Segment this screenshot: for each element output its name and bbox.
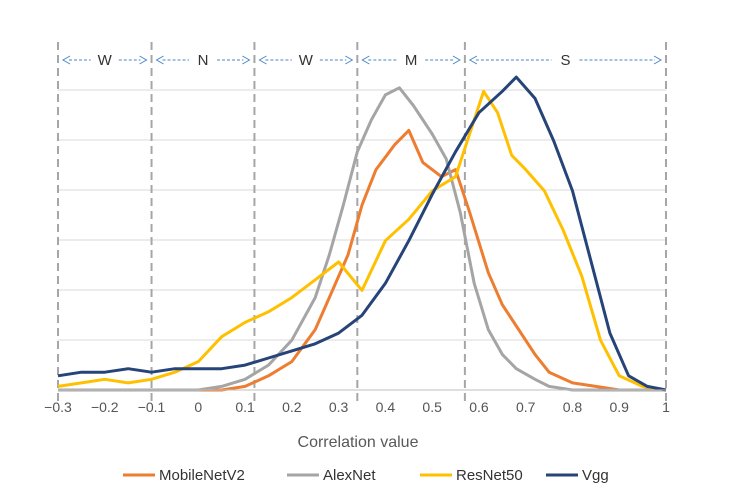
region-arrowhead-right [653,55,663,65]
legend-label: Vgg [582,467,609,484]
region-arrowhead-left [258,55,267,65]
x-tick-label: 0.9 [609,399,629,415]
region-marker: W [61,52,148,69]
region-marker: N [155,52,251,69]
region-arrowhead-right [242,55,251,65]
x-tick-label: 1 [662,399,670,415]
x-tick-label: 0.5 [422,399,442,415]
x-tick-label: 0.6 [469,399,489,415]
x-tick-label: −0.3 [44,399,72,415]
region-arrowhead-right [345,55,354,65]
region-label: N [198,52,209,69]
x-tick-label: 0 [194,399,202,415]
region-arrowhead-left [468,55,478,65]
region-arrowhead-right [452,55,461,65]
region-arrowhead-left [61,55,71,65]
region-arrowhead-left [155,55,164,65]
legend-label: ResNet50 [456,467,523,484]
x-tick-label: 0.4 [376,399,396,415]
x-tick-label: 0.1 [235,399,255,415]
region-label: W [98,52,113,69]
region-marker: S [468,52,663,69]
x-axis: −0.3 −0.2 −0.1 0 0.1 0.2 0.3 0.4 0.5 0.6 0.7 0.8 0.9… [44,389,670,415]
legend-item: Vgg [546,467,609,484]
series-line-mobilenetv2 [58,128,666,392]
legend-item: AlexNet [287,467,376,484]
x-tick-label: −0.2 [91,399,119,415]
x-tick-label: −0.1 [138,399,166,415]
legend-label: MobileNetV2 [159,467,245,484]
series-line-resnet50 [57,89,667,392]
legend-item: MobileNetV2 [123,467,245,484]
region-arrowhead-left [361,55,370,65]
region-label: M [405,52,418,69]
region-marker: W [258,52,354,69]
region-label: W [299,52,314,69]
legend: MobileNetV2 AlexNet ResNet50 Vgg [123,467,609,484]
region-arrowhead-right [139,55,148,65]
x-tick-label: 0.3 [329,399,349,415]
series-line-vgg [57,75,667,392]
region-marker: M [361,52,461,69]
region-label: S [560,52,570,69]
series-line-alexnet [58,86,666,392]
legend-label: AlexNet [323,467,376,484]
x-tick-label: 0.7 [516,399,536,415]
gridlines [58,89,666,341]
region-boundaries [57,42,667,402]
series-lines [57,75,667,392]
legend-item: ResNet50 [420,467,523,484]
x-tick-label: 0.2 [282,399,302,415]
x-tick-label: 0.8 [563,399,583,415]
x-axis-label: Correlation value [298,434,419,451]
